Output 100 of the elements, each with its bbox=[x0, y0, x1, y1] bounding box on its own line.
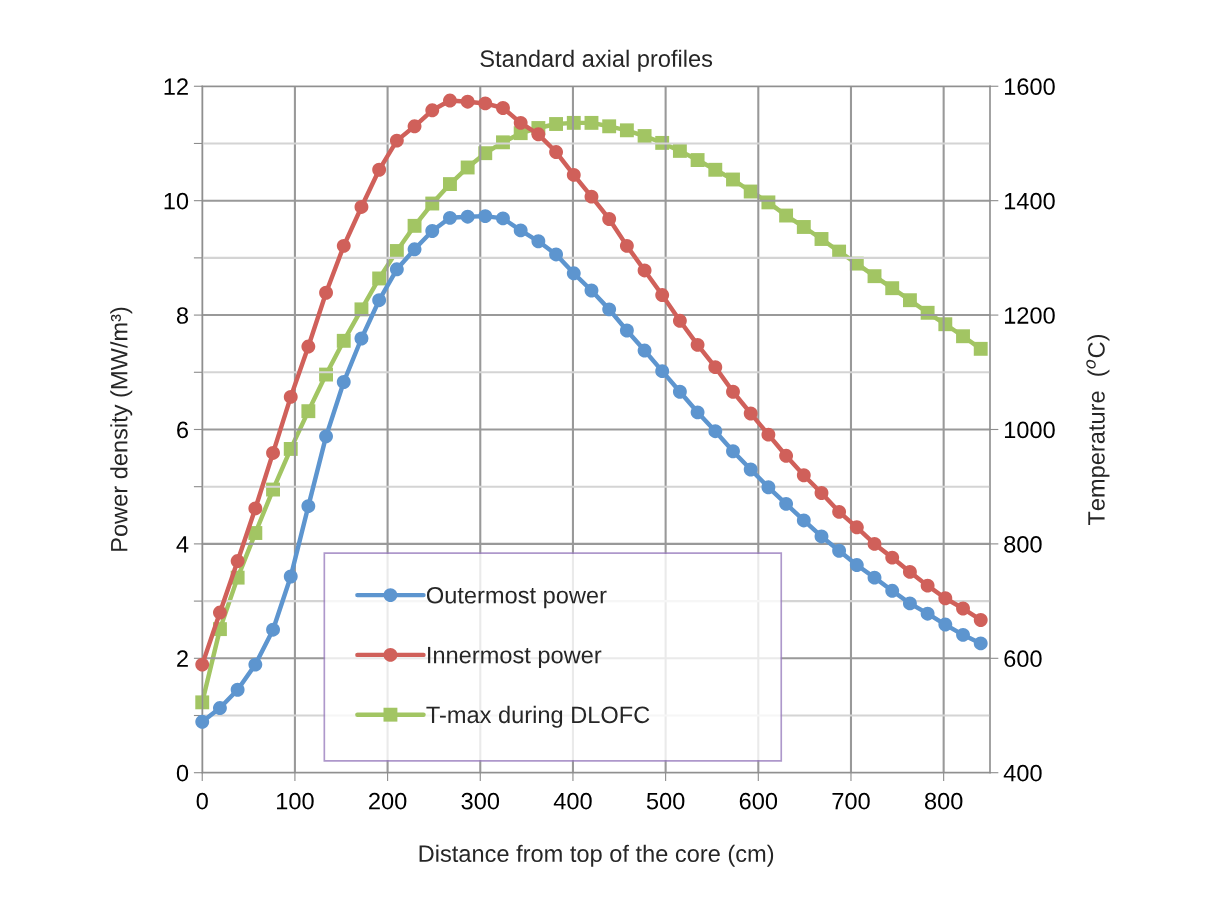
point bbox=[796, 513, 811, 528]
point bbox=[708, 424, 723, 439]
chart-title: Standard axial profiles bbox=[480, 49, 713, 72]
point bbox=[832, 543, 847, 558]
point bbox=[266, 445, 280, 460]
point bbox=[672, 313, 687, 328]
point bbox=[761, 427, 776, 442]
point bbox=[708, 360, 723, 375]
point bbox=[973, 636, 988, 651]
y2-tick-label: 400 bbox=[1003, 764, 1042, 782]
point bbox=[920, 578, 935, 593]
x-axis-title: Distance from top of the core (cm) bbox=[419, 844, 774, 867]
point bbox=[549, 145, 564, 159]
y-tick-label: 2 bbox=[177, 650, 188, 667]
point bbox=[319, 285, 333, 300]
y-tick-label: 8 bbox=[176, 307, 189, 324]
point bbox=[938, 617, 953, 632]
point bbox=[743, 406, 758, 421]
point bbox=[619, 323, 634, 338]
point bbox=[619, 238, 634, 253]
point bbox=[902, 596, 917, 611]
y2-tick-label: 1200 bbox=[1004, 307, 1055, 324]
point bbox=[195, 657, 210, 672]
point bbox=[513, 115, 528, 130]
point bbox=[885, 281, 900, 296]
point bbox=[389, 262, 404, 277]
point bbox=[389, 133, 404, 148]
point bbox=[283, 389, 298, 404]
point bbox=[885, 583, 900, 598]
point bbox=[956, 601, 970, 616]
point bbox=[690, 153, 705, 167]
point bbox=[566, 167, 581, 182]
point bbox=[496, 211, 510, 226]
point bbox=[407, 119, 422, 134]
point bbox=[779, 496, 794, 511]
point bbox=[336, 375, 351, 389]
point bbox=[902, 293, 917, 308]
point bbox=[566, 266, 581, 281]
point bbox=[938, 591, 953, 606]
point bbox=[637, 129, 652, 143]
point bbox=[248, 501, 263, 516]
point bbox=[407, 218, 422, 233]
point bbox=[814, 486, 829, 500]
point bbox=[230, 682, 245, 697]
point bbox=[672, 384, 687, 399]
point bbox=[726, 172, 740, 187]
point bbox=[726, 384, 740, 399]
point bbox=[549, 247, 564, 262]
point bbox=[602, 119, 617, 134]
point bbox=[672, 143, 687, 158]
point bbox=[354, 331, 369, 346]
point bbox=[478, 96, 493, 111]
point bbox=[779, 448, 794, 463]
point bbox=[531, 234, 546, 249]
point bbox=[443, 210, 457, 225]
point bbox=[319, 429, 333, 444]
point bbox=[443, 93, 457, 108]
point bbox=[708, 162, 723, 177]
point bbox=[460, 94, 475, 109]
point bbox=[460, 160, 475, 175]
point bbox=[584, 283, 599, 298]
legend-label: T-max during DLOFC bbox=[426, 705, 650, 728]
point bbox=[690, 337, 705, 352]
point bbox=[584, 115, 599, 130]
x-tick-label: 300 bbox=[461, 792, 500, 810]
point bbox=[973, 341, 988, 356]
point bbox=[372, 293, 387, 308]
x-tick-label: 700 bbox=[832, 792, 870, 810]
point bbox=[743, 462, 758, 477]
point bbox=[602, 302, 617, 317]
x-tick-label: 600 bbox=[739, 792, 778, 810]
point bbox=[425, 103, 440, 118]
point bbox=[212, 701, 227, 716]
point bbox=[195, 695, 210, 710]
point bbox=[814, 529, 829, 544]
y-tick-label: 6 bbox=[177, 421, 189, 439]
point bbox=[389, 244, 404, 258]
y2-tick-label: 600 bbox=[1004, 650, 1042, 668]
point bbox=[460, 209, 475, 224]
point bbox=[584, 189, 599, 204]
point bbox=[496, 101, 510, 115]
y2-tick-label: 1600 bbox=[1004, 78, 1055, 96]
y-tick-label: 0 bbox=[176, 764, 189, 782]
point bbox=[478, 209, 493, 224]
point bbox=[283, 569, 298, 584]
point bbox=[867, 269, 882, 284]
x-tick-label: 800 bbox=[924, 792, 963, 810]
point bbox=[372, 162, 387, 177]
point bbox=[602, 212, 617, 226]
point bbox=[956, 329, 970, 344]
y2-tick-label: 1000 bbox=[1004, 421, 1055, 439]
y2-axis-title: Temperature ($^{o}$C) bbox=[1086, 335, 1110, 526]
x-tick-label: 500 bbox=[646, 792, 685, 810]
y2-tick-label: 800 bbox=[1004, 535, 1042, 553]
x-tick-label: 400 bbox=[553, 792, 592, 810]
point bbox=[655, 364, 670, 379]
point bbox=[885, 550, 900, 565]
point bbox=[726, 444, 740, 459]
y-tick-label: 12 bbox=[164, 78, 188, 95]
point bbox=[796, 468, 811, 483]
